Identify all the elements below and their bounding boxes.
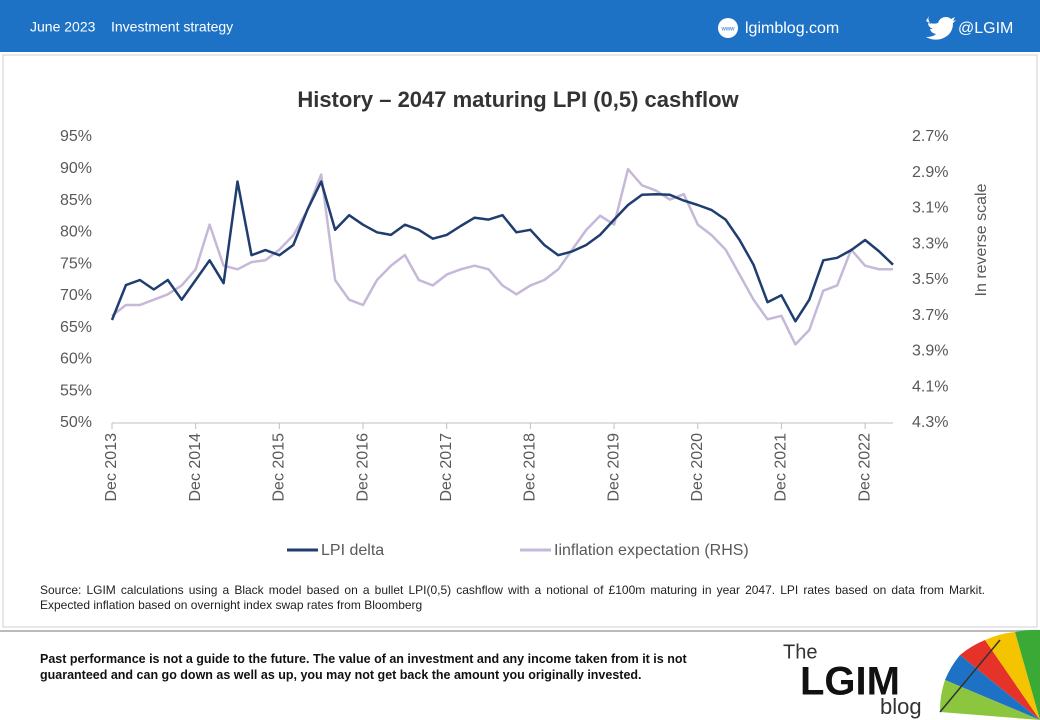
globe-icon-text: www xyxy=(721,27,736,33)
x-tick-label: Dec 2014 xyxy=(187,433,204,502)
series-line xyxy=(111,167,893,346)
y2-tick-label: 3.9% xyxy=(912,343,948,360)
y2-tick-label: 2.7% xyxy=(912,128,948,145)
y-tick-label: 55% xyxy=(60,382,92,399)
x-tick-label: Dec 2018 xyxy=(522,433,539,502)
x-tick-label: Dec 2015 xyxy=(271,433,288,502)
y-tick-label: 85% xyxy=(60,192,92,209)
x-tick-label: Dec 2022 xyxy=(856,433,873,502)
logo-blog: blog xyxy=(880,694,922,719)
x-tick-label: Dec 2020 xyxy=(689,433,706,502)
card xyxy=(2,54,1038,628)
twitter-icon xyxy=(926,16,956,40)
header-bar xyxy=(0,0,1040,52)
y-tick-label: 75% xyxy=(60,255,92,272)
y2-tick-label: 4.3% xyxy=(912,414,948,431)
source-note: Source: LGIM calculations using a Black … xyxy=(40,583,985,612)
header-handle[interactable]: @LGIM xyxy=(958,20,1013,37)
x-tick-label: Dec 2021 xyxy=(773,433,790,502)
y2-tick-label: 3.5% xyxy=(912,271,948,288)
y2-tick-label: 4.1% xyxy=(912,378,948,395)
disclaimer: Past performance is not a guide to the f… xyxy=(40,652,687,682)
logo-brand: LGIM xyxy=(800,660,900,704)
logo-wedge xyxy=(945,655,1040,720)
legend-label: LPI delta xyxy=(321,542,384,559)
x-tick-label: Dec 2016 xyxy=(354,433,371,502)
y-tick-label: 95% xyxy=(60,128,92,145)
header-site[interactable]: lgimblog.com xyxy=(745,20,839,37)
y2-tick-label: 3.7% xyxy=(912,307,948,324)
logo: The LGIM blog xyxy=(783,629,1040,720)
y-tick-label: 65% xyxy=(60,319,92,336)
logo-wedge xyxy=(960,640,1040,720)
globe-icon xyxy=(718,18,738,38)
y-tick-label: 80% xyxy=(60,224,92,241)
header-section: Investment strategy xyxy=(111,19,233,35)
x-tick-label: Dec 2019 xyxy=(605,433,622,502)
y-tick-label: 60% xyxy=(60,351,92,368)
series-line xyxy=(110,180,894,323)
y-tick-label: 90% xyxy=(60,160,92,177)
y2-tick-label: 3.1% xyxy=(912,200,948,217)
logo-the: The xyxy=(783,641,817,663)
logo-handle xyxy=(939,639,1001,713)
logo-wedge xyxy=(1015,629,1040,720)
x-tick-label: Dec 2013 xyxy=(103,433,120,502)
logo-wedge xyxy=(939,680,1040,720)
x-tick-label: Dec 2017 xyxy=(438,433,455,502)
logo-wedge xyxy=(985,632,1040,720)
chart-title: History – 2047 maturing LPI (0,5) cashfl… xyxy=(297,87,739,112)
y2-tick-label: 3.3% xyxy=(912,235,948,252)
y2-axis-label: In reverse scale xyxy=(973,183,990,296)
y-tick-label: 50% xyxy=(60,414,92,431)
header-date: June 2023 xyxy=(30,19,96,35)
y-tick-label: 70% xyxy=(60,287,92,304)
y2-tick-label: 2.9% xyxy=(912,164,948,181)
legend-label: Iinflation expectation (RHS) xyxy=(554,542,749,559)
